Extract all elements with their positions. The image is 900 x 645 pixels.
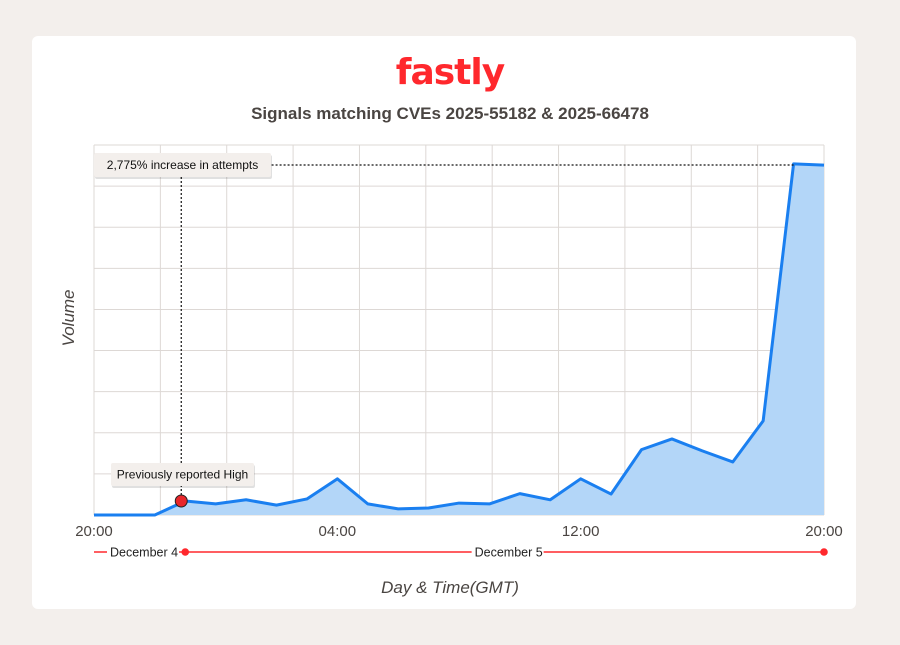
previously-reported-high-marker	[174, 494, 188, 508]
peak-annotation-text: 2,775% increase in attempts	[107, 158, 258, 172]
peak-annotation-box	[94, 153, 271, 177]
fastly-logo: fastly	[395, 52, 505, 93]
x-tick-label: 20:00	[75, 523, 113, 540]
date-end-marker	[820, 548, 828, 556]
volume-line	[94, 162, 825, 517]
x-tick-label: 04:00	[319, 523, 357, 540]
x-axis-label: Day & Time(GMT)	[381, 578, 519, 597]
chart-title: Signals matching CVEs 2025-55182 & 2025-…	[251, 104, 649, 123]
x-ticks: 20:00 04:00 12:00 20:00	[75, 523, 843, 540]
x-tick-label: 20:00	[805, 523, 843, 540]
date-label: December 5	[475, 546, 543, 560]
high-annotation-text: Previously reported High	[117, 468, 248, 482]
annotations: 2,775% increase in attempts Previously re…	[94, 153, 794, 508]
date-label: December 4	[110, 546, 178, 560]
date-ranges: December 4 December 5	[94, 546, 828, 560]
y-axis-label: Volume	[59, 289, 78, 346]
x-tick-label: 12:00	[562, 523, 600, 540]
volume-area	[94, 163, 824, 515]
high-annotation-box	[111, 463, 254, 486]
